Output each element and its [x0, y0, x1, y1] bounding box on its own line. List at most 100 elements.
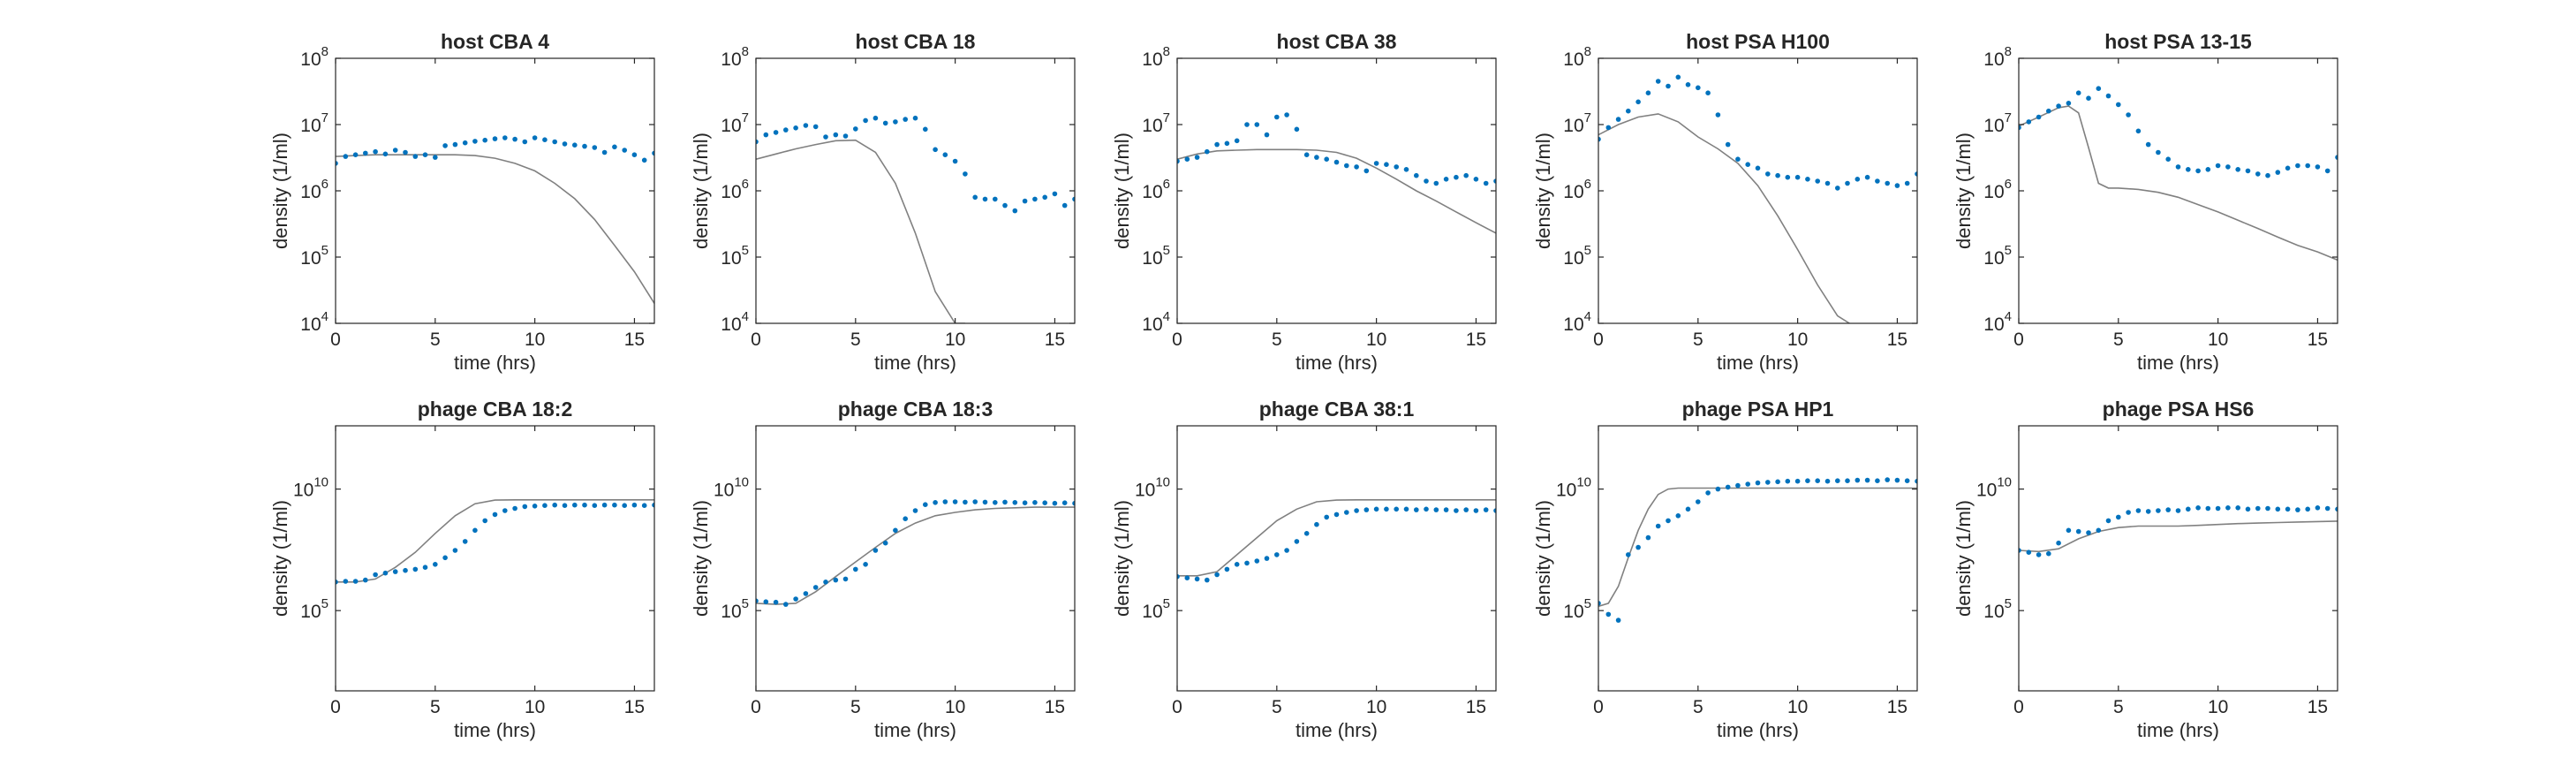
data-point — [1394, 164, 1399, 170]
x-tick-label: 15 — [1045, 697, 1065, 717]
x-tick-label: 5 — [2113, 330, 2124, 350]
data-point — [572, 502, 578, 508]
data-point — [2295, 507, 2300, 512]
data-point — [442, 555, 448, 561]
data-point — [1885, 477, 1890, 482]
data-point — [1254, 558, 1260, 564]
data-point — [582, 143, 587, 149]
data-point — [482, 518, 487, 524]
data-point — [1735, 482, 1741, 489]
x-axis-label: time (hrs) — [1296, 352, 1378, 374]
data-point — [2255, 505, 2261, 512]
data-point — [823, 580, 828, 585]
y-tick-label: 105 — [1563, 596, 1591, 622]
data-points — [1598, 74, 1917, 191]
data-point — [1224, 140, 1230, 147]
data-point — [2075, 528, 2081, 534]
subplot-3: host CBA 38 0 5 10 15 104 105 106 107 108 time (hr… — [1111, 30, 1497, 374]
data-point — [1344, 163, 1349, 169]
data-point — [1443, 507, 1449, 512]
data-point — [1615, 618, 1621, 623]
model-line — [336, 154, 654, 304]
data-point — [1274, 552, 1280, 557]
data-point — [1403, 167, 1409, 172]
data-point — [1765, 171, 1771, 177]
data-point — [1775, 479, 1780, 485]
data-point — [2215, 505, 2221, 512]
x-tick-label: 15 — [1045, 330, 1065, 350]
axes-box — [755, 425, 1076, 692]
subplot-9: phage PSA HP1 0 5 10 15 105 1010 time (hrs) dens… — [1532, 398, 1918, 741]
y-tick-label: 105 — [1983, 596, 2012, 622]
x-tick-label: 15 — [1887, 697, 1907, 717]
model-line — [2019, 520, 2338, 553]
data-point — [1805, 177, 1810, 182]
y-axis-label: density (1/ml) — [690, 133, 712, 249]
data-point — [763, 132, 769, 138]
data-point — [592, 145, 598, 150]
data-point — [1354, 508, 1359, 513]
data-points — [2019, 505, 2338, 557]
axes-box — [335, 425, 655, 692]
data-point — [1284, 112, 1289, 117]
data-point — [522, 139, 528, 145]
x-tick-label: 15 — [1887, 330, 1907, 350]
data-point — [1493, 508, 1496, 513]
data-point — [1626, 552, 1631, 557]
data-point — [1254, 122, 1260, 127]
data-point — [1002, 202, 1008, 208]
data-point — [812, 124, 819, 130]
data-point — [1598, 601, 1601, 606]
data-point — [392, 148, 398, 153]
x-axis-label: time (hrs) — [454, 352, 536, 374]
data-point — [923, 502, 928, 507]
data-point — [1032, 500, 1038, 505]
data-point — [1785, 478, 1791, 484]
data-point — [833, 577, 839, 583]
y-tick-label: 107 — [300, 110, 329, 136]
data-point — [1666, 518, 1671, 524]
data-point — [1463, 507, 1469, 512]
data-point — [403, 149, 408, 155]
x-tick-label: 10 — [2208, 697, 2228, 717]
data-point — [1314, 521, 1319, 527]
data-point — [2205, 167, 2211, 172]
x-tick-label: 10 — [525, 697, 545, 717]
subplot-4: host PSA H100 0 5 10 15 104 105 106 107 108 time (… — [1532, 30, 1918, 374]
data-point — [1424, 178, 1429, 184]
data-points — [1598, 477, 1917, 623]
x-tick-label: 0 — [2013, 697, 2024, 717]
subplot-7: phage CBA 18:3 0 5 10 15 105 1010 time (hrs) den… — [690, 398, 1076, 741]
model-line — [2019, 105, 2338, 261]
data-point — [756, 139, 759, 145]
x-tick-label: 0 — [1172, 697, 1182, 717]
y-axis-label: density (1/ml) — [690, 500, 712, 617]
y-tick-label: 104 — [1983, 309, 2012, 335]
subplot-2: host CBA 18 0 5 10 15 104 105 106 107 108 time (hr… — [690, 30, 1076, 374]
data-point — [2046, 550, 2051, 557]
data-point — [336, 580, 338, 585]
data-point — [1805, 478, 1810, 483]
x-tick-label: 15 — [1466, 697, 1486, 717]
data-point — [756, 598, 759, 603]
x-axis-label: time (hrs) — [1296, 719, 1378, 741]
data-point — [492, 136, 498, 141]
data-point — [1333, 512, 1340, 518]
subplot-title: host PSA 13-15 — [2104, 30, 2252, 53]
data-point — [1685, 506, 1691, 512]
data-point — [2225, 505, 2231, 511]
data-point — [1473, 177, 1479, 182]
data-point — [1414, 172, 1419, 178]
data-point — [2285, 506, 2291, 512]
x-tick-label: 15 — [624, 697, 645, 717]
data-point — [2165, 156, 2171, 162]
data-point — [592, 503, 598, 508]
data-point — [783, 127, 789, 133]
y-axis-label: density (1/ml) — [1953, 133, 1975, 249]
data-point — [2255, 171, 2261, 177]
data-point — [363, 577, 368, 583]
data-point — [2315, 164, 2321, 170]
y-axis-label: density (1/ml) — [1111, 500, 1133, 617]
data-point — [1845, 478, 1850, 483]
data-point — [1384, 162, 1389, 167]
